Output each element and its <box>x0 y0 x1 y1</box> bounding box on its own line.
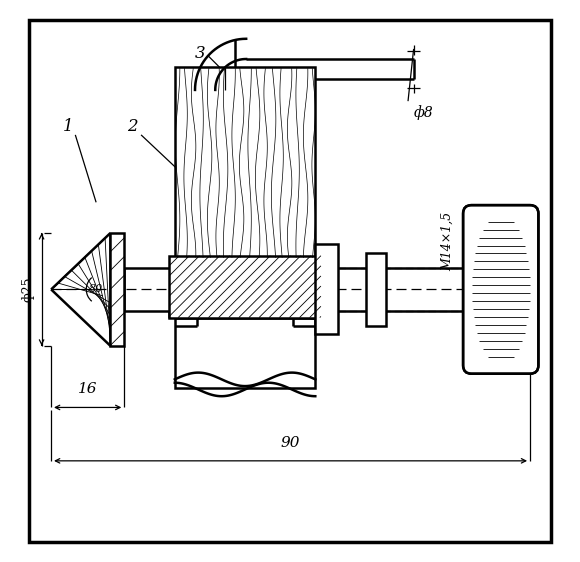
FancyBboxPatch shape <box>463 205 538 374</box>
Text: 1: 1 <box>63 118 73 135</box>
Text: ф8: ф8 <box>414 105 433 120</box>
Bar <box>366 253 386 326</box>
Text: ф25: ф25 <box>22 277 35 302</box>
Text: M14×1,5: M14×1,5 <box>441 212 454 271</box>
Bar <box>169 256 321 318</box>
Text: 3: 3 <box>195 45 205 62</box>
Text: 90: 90 <box>281 436 300 450</box>
Text: 80: 80 <box>89 284 103 294</box>
Text: 16: 16 <box>78 382 97 396</box>
Bar <box>110 233 124 346</box>
Bar <box>316 244 338 334</box>
Text: 2: 2 <box>128 118 138 135</box>
Bar <box>175 67 316 259</box>
Bar <box>175 318 316 388</box>
